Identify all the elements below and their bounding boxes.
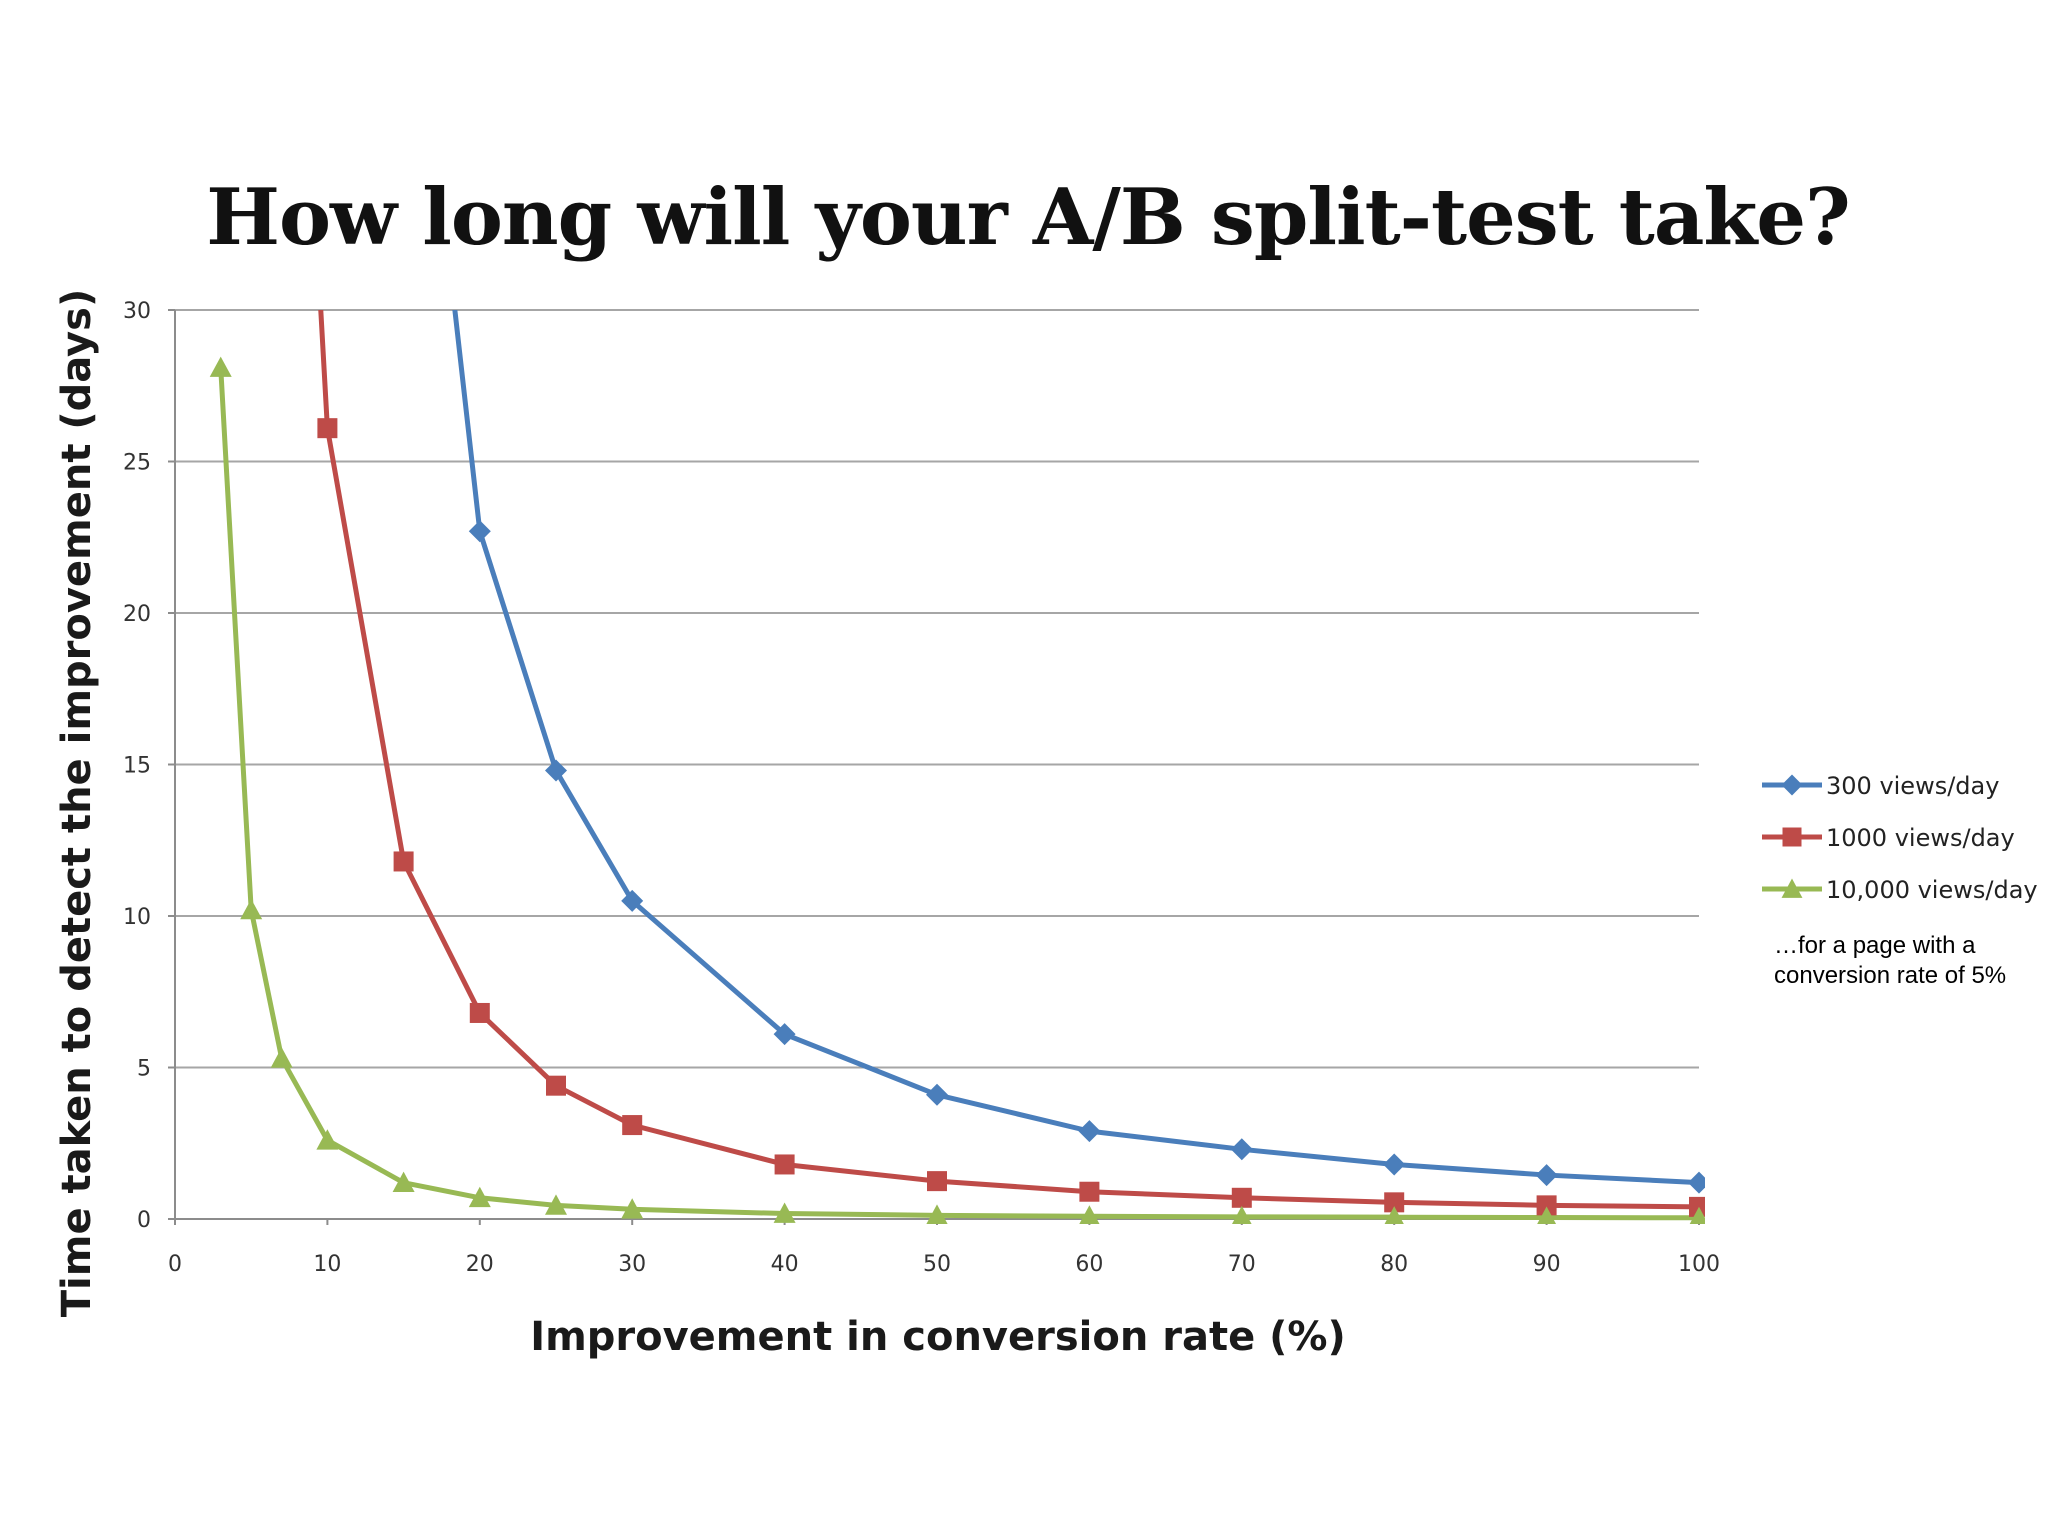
data-point-2-7 bbox=[621, 1198, 644, 1219]
data-point-2-14 bbox=[1689, 1206, 1705, 1224]
x-tick-label-30: 30 bbox=[618, 1252, 646, 1277]
data-point-2-8 bbox=[773, 1202, 796, 1223]
data-point-0-3 bbox=[545, 759, 567, 782]
x-tick-labels: 0 10 20 30 40 50 60 70 80 90 100 bbox=[168, 1252, 1720, 1277]
legend-label-2: 10,000 views/day bbox=[1826, 876, 2038, 904]
data-point-0-6 bbox=[926, 1083, 948, 1106]
data-point-0-10 bbox=[1535, 1164, 1558, 1187]
x-tick-label-70: 70 bbox=[1228, 1252, 1256, 1277]
y-tick-label-0: 0 bbox=[137, 1208, 151, 1233]
data-point-0-4 bbox=[621, 889, 644, 912]
data-point-2-3 bbox=[316, 1129, 339, 1150]
series-lines bbox=[218, 310, 1700, 1221]
data-point-0-7 bbox=[1078, 1120, 1101, 1143]
data-point-1-8 bbox=[927, 1171, 947, 1192]
x-tick-label-0: 0 bbox=[168, 1252, 182, 1277]
data-point-2-0 bbox=[209, 356, 232, 377]
data-point-1-5 bbox=[546, 1075, 566, 1096]
y-tick-label-30: 30 bbox=[123, 299, 151, 324]
x-tick-label-90: 90 bbox=[1533, 1252, 1561, 1277]
series-line-2 bbox=[218, 367, 1700, 1221]
data-point-1-9 bbox=[1079, 1181, 1100, 1202]
series-line-0 bbox=[452, 310, 1700, 1186]
series-markers bbox=[209, 356, 1705, 1224]
data-point-2-5 bbox=[468, 1186, 491, 1208]
x-tick-label-10: 10 bbox=[313, 1252, 341, 1277]
series-line-1 bbox=[318, 310, 1700, 1210]
x-tick-label-100: 100 bbox=[1678, 1252, 1720, 1277]
legend-marker-1 bbox=[1782, 827, 1802, 847]
data-point-1-6 bbox=[622, 1115, 643, 1136]
data-point-2-2 bbox=[270, 1047, 293, 1068]
data-point-1-2 bbox=[317, 418, 338, 439]
annotation: …for a page with a conversion rate of 5% bbox=[1774, 932, 2006, 989]
data-point-0-9 bbox=[1383, 1153, 1406, 1176]
x-tick-label-60: 60 bbox=[1075, 1252, 1103, 1277]
data-point-2-11 bbox=[1232, 1205, 1252, 1224]
data-point-1-10 bbox=[1231, 1187, 1252, 1208]
data-point-1-11 bbox=[1384, 1192, 1405, 1213]
y-axis-title: Time taken to detect the improvement (da… bbox=[54, 289, 100, 1317]
y-tick-labels: 0 5 10 15 20 25 30 bbox=[123, 299, 151, 1233]
data-point-2-9 bbox=[926, 1204, 948, 1224]
data-point-2-10 bbox=[1079, 1205, 1100, 1224]
chart-title: How long will your A/B split-test take? bbox=[206, 172, 1850, 263]
data-point-0-5 bbox=[773, 1023, 796, 1046]
data-point-2-12 bbox=[1384, 1206, 1404, 1224]
x-tick-label-40: 40 bbox=[771, 1252, 799, 1277]
annotation-line-0: …for a page with a bbox=[1774, 932, 1976, 959]
x-axis-title: Improvement in conversion rate (%) bbox=[530, 1314, 1346, 1360]
annotation-line-1: conversion rate of 5% bbox=[1774, 962, 2006, 989]
data-point-2-1 bbox=[240, 898, 263, 920]
x-tick-label-50: 50 bbox=[923, 1252, 951, 1277]
data-point-0-11 bbox=[1688, 1171, 1705, 1194]
legend: 300 views/day 1000 views/day 10,000 views/… bbox=[1762, 772, 2038, 904]
legend-label-1: 1000 views/day bbox=[1826, 824, 2015, 852]
data-point-1-12 bbox=[1536, 1195, 1557, 1216]
data-point-2-6 bbox=[545, 1194, 567, 1215]
legend-marker-2 bbox=[1781, 878, 1803, 898]
y-tick-label-5: 5 bbox=[137, 1057, 151, 1082]
legend-marker-0 bbox=[1781, 774, 1803, 796]
y-tick-label-25: 25 bbox=[123, 451, 151, 476]
data-point-1-4 bbox=[469, 1002, 490, 1023]
gridlines bbox=[168, 309, 1699, 1220]
data-point-0-8 bbox=[1230, 1138, 1253, 1161]
y-tick-label-10: 10 bbox=[123, 905, 151, 930]
data-point-1-3 bbox=[393, 851, 414, 872]
data-point-2-13 bbox=[1537, 1206, 1557, 1224]
x-tick-label-80: 80 bbox=[1380, 1252, 1408, 1277]
data-point-0-2 bbox=[468, 520, 491, 543]
legend-label-0: 300 views/day bbox=[1826, 772, 1999, 800]
data-point-1-7 bbox=[774, 1154, 795, 1175]
y-tick-label-15: 15 bbox=[123, 754, 151, 779]
x-tick-label-20: 20 bbox=[466, 1252, 494, 1277]
y-tick-label-20: 20 bbox=[123, 602, 151, 627]
data-point-2-4 bbox=[392, 1171, 415, 1192]
